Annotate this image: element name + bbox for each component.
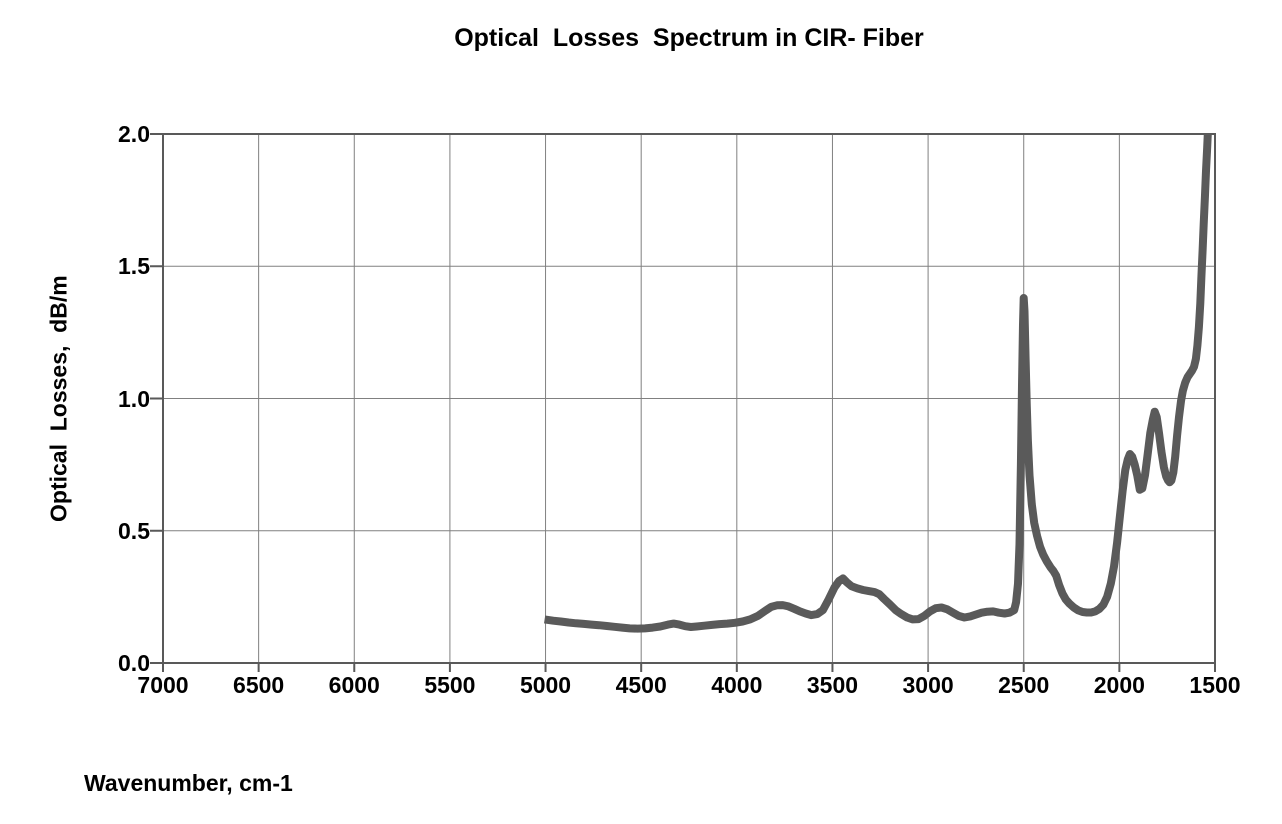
x-tick-label: 7000: [137, 672, 189, 698]
y-tick-label: 0.0: [118, 650, 150, 676]
loss-spectrum-curve: [544, 134, 1212, 633]
x-tick-label: 4500: [615, 672, 667, 698]
x-tick-label: 5500: [424, 672, 476, 698]
x-tick-label: 3000: [902, 672, 954, 698]
x-tick-label: 6500: [233, 672, 285, 698]
y-tick-label: 0.5: [118, 517, 150, 544]
x-tick-label: 6000: [328, 672, 380, 698]
x-axis-title: Wavenumber, cm-1: [84, 770, 293, 796]
x-tick-label: 2000: [1093, 672, 1145, 698]
x-tick-label: 4000: [711, 672, 763, 698]
y-tick-label: 2.0: [118, 121, 150, 147]
x-tick-label: 2500: [998, 672, 1050, 698]
y-tick-label: 1.0: [118, 385, 150, 412]
x-tick-label: 1500: [1189, 672, 1241, 698]
x-tick-label: 5000: [519, 672, 572, 698]
plot-border: [162, 133, 1216, 664]
y-tick-label: 1.5: [118, 253, 150, 280]
x-tick-label: 3500: [806, 672, 859, 698]
chart-title: Optical Losses Spectrum in CIR- Fiber: [454, 24, 924, 52]
